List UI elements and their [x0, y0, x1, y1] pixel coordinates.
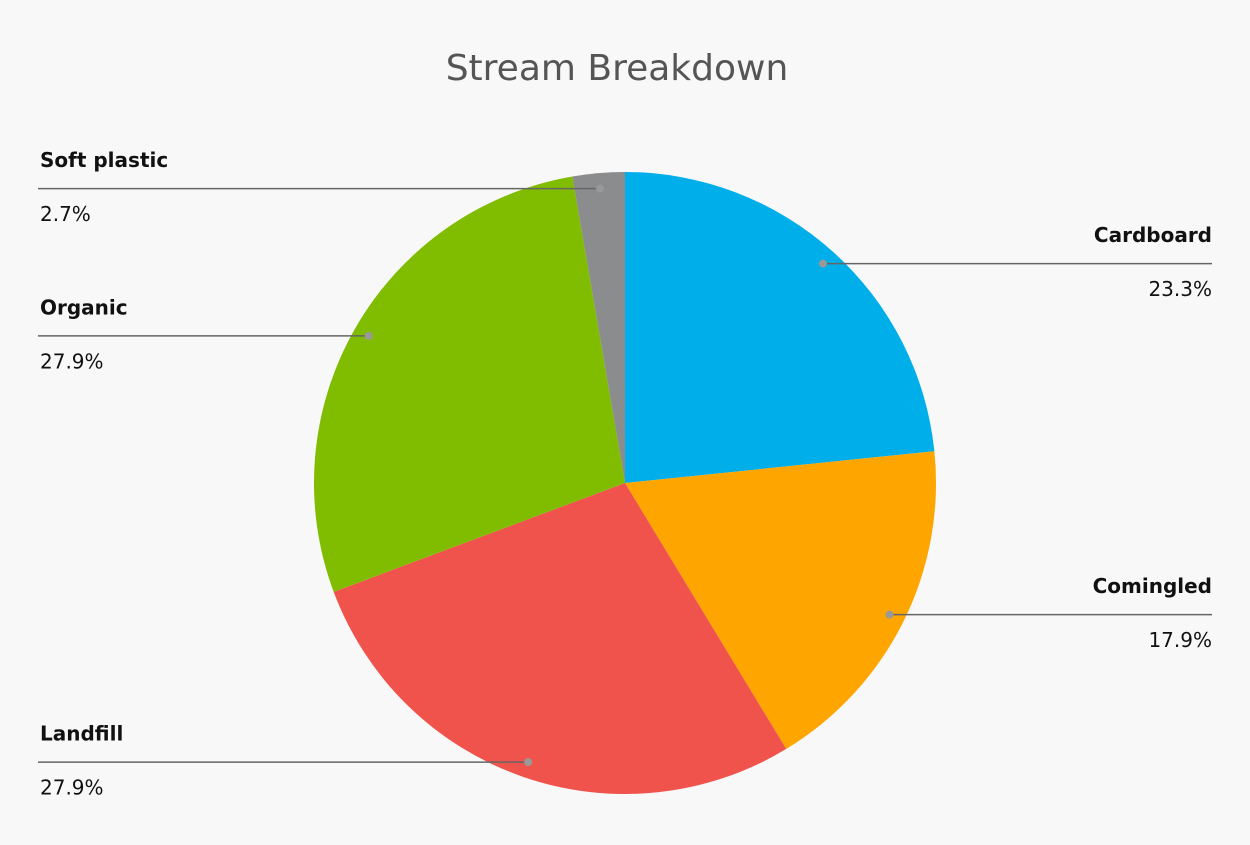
leader-dot	[524, 758, 533, 767]
pie-slice	[572, 172, 625, 483]
slice-name: Comingled	[1093, 574, 1212, 598]
slice-name: Soft plastic	[40, 148, 168, 172]
slice-value: 23.3%	[1148, 277, 1212, 301]
pie-slice	[313, 176, 625, 592]
slice-value: 17.9%	[1148, 628, 1212, 652]
leader-dot	[364, 331, 373, 340]
pie-slice	[625, 451, 937, 749]
pie-slice	[625, 172, 935, 483]
leader-dot	[885, 610, 894, 619]
leader-dot	[595, 184, 604, 193]
slice-value: 27.9%	[40, 776, 104, 800]
slice-name: Landfill	[40, 722, 123, 746]
slice-name: Cardboard	[1094, 223, 1212, 247]
slice-value: 27.9%	[40, 349, 104, 373]
chart-title: Stream Breakdown	[446, 48, 789, 89]
leader-dot	[818, 259, 827, 268]
slice-name: Organic	[40, 295, 128, 319]
slice-value: 2.7%	[40, 202, 91, 226]
pie-slice	[333, 483, 787, 794]
